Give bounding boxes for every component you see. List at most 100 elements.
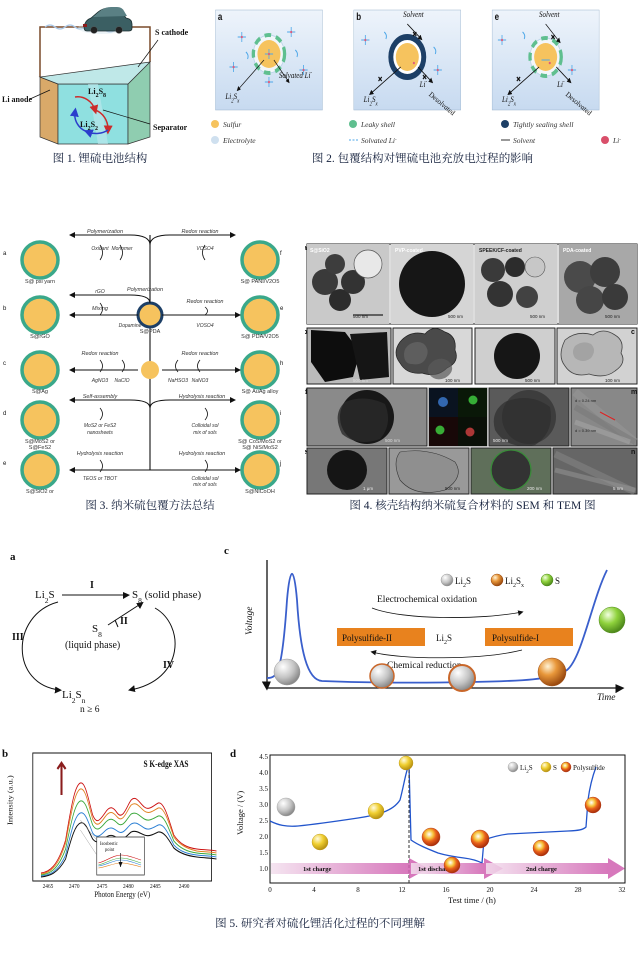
svg-text:II: II xyxy=(120,616,128,627)
svg-text:1 μm: 1 μm xyxy=(363,486,373,491)
svg-text:Test time / (h): Test time / (h) xyxy=(448,895,496,905)
svg-text:rGO: rGO xyxy=(95,289,105,295)
svg-text:h: h xyxy=(280,361,283,367)
svg-text:a: a xyxy=(3,251,7,257)
svg-text:d = 0.39 nm: d = 0.39 nm xyxy=(575,428,597,433)
svg-text:SPEEK/CF-coated: SPEEK/CF-coated xyxy=(479,248,522,254)
svg-text:NaNO3: NaNO3 xyxy=(192,378,209,384)
svg-text:IV: IV xyxy=(163,660,175,671)
svg-text:S@ PANI/V2O5: S@ PANI/V2O5 xyxy=(241,279,280,285)
svg-text:Solvent: Solvent xyxy=(539,9,560,19)
svg-text:Hydrolysis reaction: Hydrolysis reaction xyxy=(179,451,225,457)
svg-text:Hydrolysis reaction: Hydrolysis reaction xyxy=(179,394,225,400)
svg-text:Photon Energy (eV): Photon Energy (eV) xyxy=(94,889,150,899)
svg-text:Redox reaction: Redox reaction xyxy=(187,299,224,305)
svg-text:Sulfur: Sulfur xyxy=(223,120,241,129)
svg-text:100 nm: 100 nm xyxy=(605,378,620,383)
svg-text:Solvated Li-: Solvated Li- xyxy=(279,70,312,80)
svg-text:3.0: 3.0 xyxy=(259,801,268,809)
svg-text:32: 32 xyxy=(619,886,627,894)
svg-text:Solvent: Solvent xyxy=(403,9,424,19)
svg-text:8: 8 xyxy=(356,886,360,894)
svg-text:S@NiCoOH: S@NiCoOH xyxy=(245,489,275,495)
svg-text:24: 24 xyxy=(531,886,539,894)
svg-text:Redox reaction: Redox reaction xyxy=(82,351,119,357)
svg-text:2nd charge: 2nd charge xyxy=(526,866,557,873)
svg-text:Li2S: Li2S xyxy=(35,589,55,605)
svg-text:500 nm: 500 nm xyxy=(448,314,463,319)
svg-text:Voltage: Voltage xyxy=(245,607,255,636)
svg-text:Separator: Separator xyxy=(153,123,188,132)
svg-text:16: 16 xyxy=(443,886,451,894)
svg-text:nanosheets: nanosheets xyxy=(87,430,113,436)
svg-text:e: e xyxy=(495,11,499,22)
svg-text:500 nm: 500 nm xyxy=(353,378,368,383)
svg-text:Polysulfide: Polysulfide xyxy=(573,764,605,772)
svg-text:S@FeS2: S@FeS2 xyxy=(29,445,51,451)
svg-text:Hydrolysis reaction: Hydrolysis reaction xyxy=(77,451,123,457)
svg-text:Mixing: Mixing xyxy=(92,306,109,312)
svg-text:4: 4 xyxy=(312,886,316,894)
svg-text:500 nm: 500 nm xyxy=(445,486,460,491)
svg-text:Electrochemical oxidation: Electrochemical oxidation xyxy=(377,595,477,605)
svg-text:n ≥ 6: n ≥ 6 xyxy=(80,705,100,715)
svg-text:200 nm: 200 nm xyxy=(527,486,542,491)
svg-text:point: point xyxy=(105,848,115,853)
svg-text:2480: 2480 xyxy=(123,884,134,891)
svg-text:b: b xyxy=(305,329,307,336)
svg-text:1.0: 1.0 xyxy=(259,865,268,873)
svg-text:S: S xyxy=(553,764,557,772)
svg-text:Intensity (a.u.): Intensity (a.u.) xyxy=(6,775,14,825)
svg-text:i: i xyxy=(280,411,281,417)
svg-text:e: e xyxy=(3,461,7,467)
svg-text:c: c xyxy=(631,329,635,336)
svg-text:PDA-coated: PDA-coated xyxy=(563,248,591,254)
svg-text:VOSO4: VOSO4 xyxy=(196,323,213,329)
svg-text:Isosbestic: Isosbestic xyxy=(100,842,118,847)
svg-text:Sulfate: Sulfate xyxy=(53,773,59,791)
svg-text:S8: S8 xyxy=(92,623,102,639)
svg-text:Polymerization: Polymerization xyxy=(127,287,163,293)
svg-text:Voltage / (V): Voltage / (V) xyxy=(235,791,245,835)
svg-text:S cathode: S cathode xyxy=(155,28,189,37)
svg-text:Li2Sn: Li2Sn xyxy=(62,689,86,705)
svg-text:2.5: 2.5 xyxy=(259,817,268,825)
svg-text:Li anode: Li anode xyxy=(2,95,32,104)
svg-text:S@PDA: S@PDA xyxy=(140,329,161,335)
svg-text:S@ NiS/MoS2: S@ NiS/MoS2 xyxy=(242,445,278,451)
svg-text:5 nm: 5 nm xyxy=(613,486,623,491)
svg-text:2465: 2465 xyxy=(43,884,54,891)
svg-text:PVP-coated: PVP-coated xyxy=(395,248,423,254)
svg-text:MoS2 or FeS2: MoS2 or FeS2 xyxy=(84,423,116,429)
svg-text:a: a xyxy=(10,551,16,563)
svg-text:Electrolyte: Electrolyte xyxy=(222,136,256,145)
svg-text:28: 28 xyxy=(575,886,583,894)
svg-text:c: c xyxy=(3,361,6,367)
svg-text:NaClO: NaClO xyxy=(114,378,129,384)
svg-text:Redox reaction: Redox reaction xyxy=(182,351,219,357)
svg-text:Colloidal sol: Colloidal sol xyxy=(192,423,220,429)
svg-text:Li-: Li- xyxy=(612,136,621,145)
svg-text:a: a xyxy=(305,245,307,252)
svg-text:S@rGO: S@rGO xyxy=(30,334,50,340)
svg-text:S8 (solid phase): S8 (solid phase) xyxy=(132,589,201,605)
svg-text:f: f xyxy=(280,251,282,257)
svg-text:Solvated Li-: Solvated Li- xyxy=(361,136,397,145)
svg-text:500 nm: 500 nm xyxy=(530,314,545,319)
svg-text:2470: 2470 xyxy=(69,884,80,891)
svg-text:S@ psi yarn: S@ psi yarn xyxy=(25,279,55,285)
svg-text:e: e xyxy=(305,449,307,456)
svg-text:2485: 2485 xyxy=(150,884,161,891)
svg-text:500 nm: 500 nm xyxy=(493,438,508,443)
svg-text:S@ AuAg alloy: S@ AuAg alloy xyxy=(242,389,279,395)
svg-text:Solvent: Solvent xyxy=(513,136,536,145)
svg-text:n: n xyxy=(631,449,635,456)
svg-text:Leaky shell: Leaky shell xyxy=(360,120,395,129)
svg-text:Li2Sx: Li2Sx xyxy=(505,576,524,589)
svg-text:Dopamine: Dopamine xyxy=(119,323,142,329)
svg-text:S K-edge XAS: S K-edge XAS xyxy=(144,759,189,769)
svg-text:d: d xyxy=(230,748,236,760)
svg-text:Chemical reduction: Chemical reduction xyxy=(387,661,462,671)
svg-text:TEOS or TBOT: TEOS or TBOT xyxy=(83,476,118,482)
svg-text:Self-assembly: Self-assembly xyxy=(83,394,119,400)
